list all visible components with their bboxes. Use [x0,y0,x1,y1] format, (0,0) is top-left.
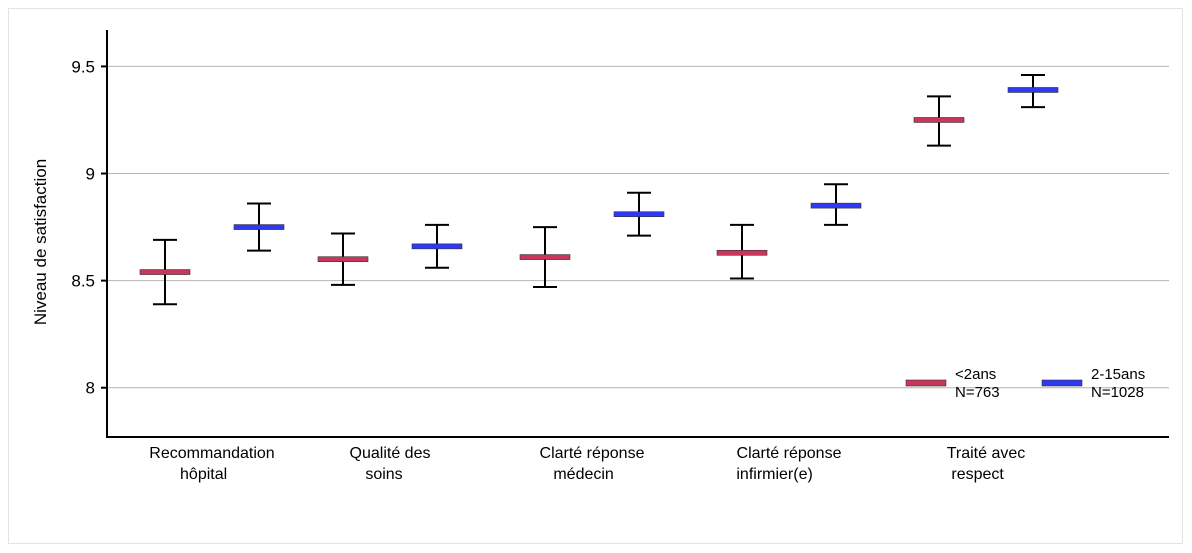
x-tick-label-line: Traité avec [947,445,1026,462]
data-point [317,232,369,286]
y-tick-label: 8.5 [71,272,95,291]
data-point [519,226,571,289]
mean-marker [810,202,862,209]
data-marks [139,73,1059,306]
x-tick-label-line: médecin [553,466,613,483]
legend-swatch [905,379,947,387]
mean-marker [1007,87,1059,93]
x-ticks: Recommandation hôpital Qualité des soins Cla… [149,445,1025,483]
mean-marker [613,211,665,218]
x-tick-label-line: Clarté réponse [737,445,842,462]
y-tick-label: 8 [86,379,95,398]
mean-marker [317,256,369,263]
data-point [233,202,285,252]
axes [106,30,1169,438]
x-tick-label-line: soins [365,466,402,483]
chart-frame: 8 8.5 9 9.5 Niveau de satisfaction Recomman… [8,8,1183,544]
gridlines [107,65,1169,389]
legend-label: <2ans [955,366,996,383]
data-point [411,223,463,269]
satisfaction-chart: 8 8.5 9 9.5 Niveau de satisfaction Recomman… [31,30,1169,483]
mean-marker [716,249,768,256]
x-tick-label: Clarté réponse médecin [540,445,645,483]
y-tick-label: 9.5 [71,57,95,76]
mean-marker [411,243,463,250]
x-tick-label-line: hôpital [180,466,227,483]
x-tick-label-line: respect [951,466,1004,483]
x-tick-label: Clarté réponse infirmier(e) [736,445,841,483]
x-tick-label-line: Qualité des [350,445,431,462]
legend-label: N=1028 [1091,384,1144,401]
mean-marker [519,254,571,260]
legend-swatch [1041,379,1083,387]
data-point [810,183,862,226]
x-tick-label-line: Clarté réponse [540,445,645,462]
data-point [913,95,965,147]
x-tick-label: Qualité des soins [350,445,431,483]
y-axis-label: Niveau de satisfaction [31,159,50,325]
y-ticks: 8 8.5 9 9.5 [71,57,107,398]
x-tick-label-line: infirmier(e) [736,466,812,483]
x-tick-label: Recommandation hôpital [149,445,274,483]
y-tick-label: 9 [86,165,95,184]
x-tick-label: Traité avec respect [947,445,1026,483]
data-point [613,191,665,237]
legend-label: 2-15ans [1091,366,1145,383]
legend-label: N=763 [955,384,1000,401]
mean-marker [233,224,285,230]
x-tick-label-line: Recommandation [149,445,274,462]
mean-marker [913,117,965,123]
mean-marker [139,269,191,275]
data-point [716,223,768,280]
data-point [139,238,191,306]
data-point [1007,73,1059,109]
